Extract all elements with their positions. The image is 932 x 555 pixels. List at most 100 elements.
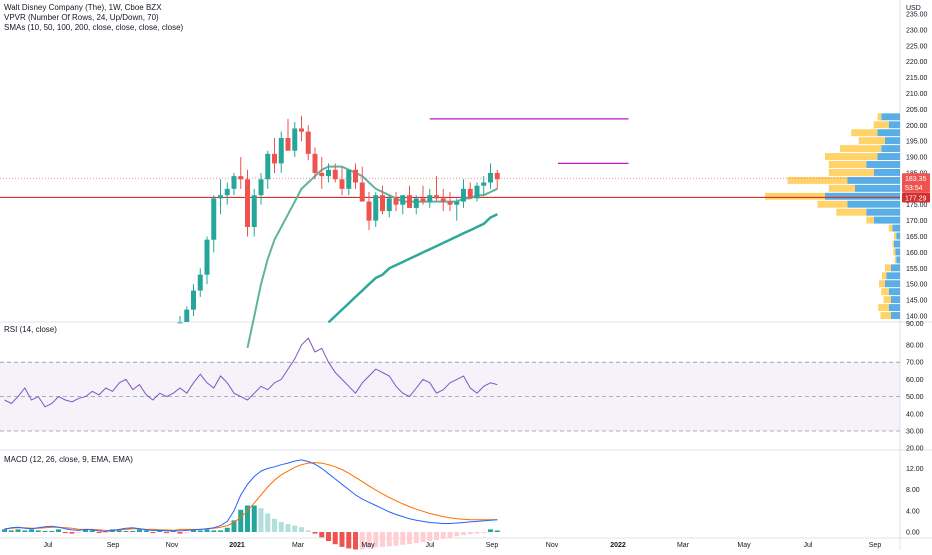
macd-histogram-bar [56, 529, 61, 532]
candle-body [292, 128, 298, 151]
candle-body [224, 188, 230, 196]
volume-profile-down-bar [880, 312, 891, 319]
macd-histogram-bar [191, 529, 196, 532]
candle-body [238, 176, 244, 180]
price-tick-label: 215.00 [906, 75, 928, 82]
price-tick-label: 230.00 [906, 27, 928, 34]
macd-histogram-bar [42, 530, 48, 532]
macd-histogram-bar [353, 532, 358, 550]
sma-legend[interactable]: SMAs (10, 50, 100, 200, close, close, cl… [4, 23, 184, 32]
candle-body [481, 182, 487, 186]
candle-body [191, 290, 196, 310]
time-axis-label: 2022 [610, 542, 626, 549]
candle-body [454, 201, 460, 205]
macd-histogram-bar [467, 532, 473, 535]
price-tick-label: 200.00 [906, 123, 928, 130]
symbol-legend[interactable]: Walt Disney Company (The), 1W, Cboe BZX [4, 3, 162, 12]
volume-profile-down-bar [828, 184, 855, 192]
macd-histogram-bar [339, 532, 345, 547]
rsi-tick-label: 20.00 [906, 446, 924, 453]
macd-histogram-bar [488, 529, 493, 532]
macd-histogram-bar [258, 508, 264, 532]
macd-histogram-bar [15, 529, 21, 532]
time-axis-label: May [737, 542, 751, 549]
macd-histogram-bar [251, 505, 257, 532]
volume-profile-down-bar [885, 264, 891, 272]
time-axis-label: May [361, 542, 375, 549]
candle-body [312, 153, 318, 173]
macd-histogram-bar [481, 532, 487, 534]
macd-histogram-bar [326, 532, 331, 542]
candle-body [285, 137, 291, 151]
time-axis-label: Sep [107, 542, 120, 549]
macd-histogram-bar [359, 532, 365, 550]
price-tick-label: 175.00 [906, 202, 928, 209]
macd-signal-line [4, 462, 498, 531]
candle-body [204, 239, 210, 275]
price-tick-label: 225.00 [906, 43, 928, 50]
macd-histogram-bar [89, 530, 95, 532]
macd-histogram-bar [400, 532, 406, 545]
time-axis-label: Nov [166, 542, 179, 549]
candle-body [427, 195, 433, 202]
rsi-tick-label: 60.00 [906, 377, 924, 384]
macd-histogram-bar [130, 530, 136, 532]
price-tick-label: 195.00 [906, 139, 928, 146]
hline-price-tag-bg [902, 192, 930, 203]
candle-body [184, 309, 190, 322]
candle-body [245, 179, 250, 227]
volume-profile-down-bar [893, 248, 896, 256]
macd-histogram-bar [62, 532, 68, 534]
candle-body [278, 137, 284, 164]
volume-profile-down-bar [883, 296, 891, 304]
volume-profile-up-bar [855, 184, 900, 192]
time-axis-label: Mar [292, 542, 305, 549]
macd-histogram-bar [218, 530, 223, 532]
volume-profile-up-bar [825, 192, 900, 200]
volume-profile-up-bar [891, 312, 900, 319]
candle-body [474, 185, 480, 199]
macd-histogram-bar [103, 532, 109, 534]
macd-tick-label: 0.00 [906, 530, 920, 537]
macd-histogram-bar [474, 532, 480, 534]
volume-profile-up-bar [896, 256, 900, 264]
rsi-label[interactable]: RSI (14, close) [4, 325, 57, 334]
candle-body [272, 153, 277, 164]
candle-body [353, 169, 358, 183]
macd-histogram-bar [204, 529, 210, 532]
macd-histogram-bar [238, 509, 244, 532]
price-tick-label: 170.00 [906, 218, 928, 225]
macd-line [4, 459, 498, 533]
volume-profile-up-bar [892, 224, 900, 232]
macd-label[interactable]: MACD (12, 26, close, 9, EMA, EMA) [4, 455, 133, 464]
macd-histogram-bar [454, 532, 460, 537]
time-axis-label: Jul [426, 542, 435, 549]
candle-body [393, 198, 399, 205]
volume-profile-down-bar [858, 137, 885, 145]
macd-histogram-bar [245, 505, 250, 532]
volume-profile-down-bar [828, 168, 874, 176]
macd-histogram-bar [137, 529, 142, 532]
volume-profile-up-bar [847, 200, 900, 208]
macd-histogram-bar [164, 532, 169, 534]
candle-body [319, 172, 325, 177]
candle-body [326, 169, 331, 177]
candle-body [231, 176, 237, 189]
macd-histogram-bar [461, 532, 466, 536]
price-tick-label: 150.00 [906, 282, 928, 289]
volume-profile-up-bar [881, 113, 900, 121]
macd-histogram-bar [211, 530, 217, 532]
volume-profile-up-bar [866, 161, 900, 168]
macd-tick-label: 8.00 [906, 487, 920, 494]
volume-profile-down-bar [882, 272, 887, 280]
currency-label: USD [906, 5, 921, 12]
macd-histogram-bar [285, 524, 291, 532]
volume-profile-down-bar [892, 240, 894, 248]
macd-histogram-bar [332, 532, 338, 545]
rsi-tick-label: 80.00 [906, 343, 924, 350]
vpvr-legend[interactable]: VPVR (Number Of Rows, 24, Up/Down, 70) [4, 13, 159, 22]
macd-histogram-bar [2, 529, 7, 532]
last-price-tag: 183.35 [905, 176, 927, 183]
